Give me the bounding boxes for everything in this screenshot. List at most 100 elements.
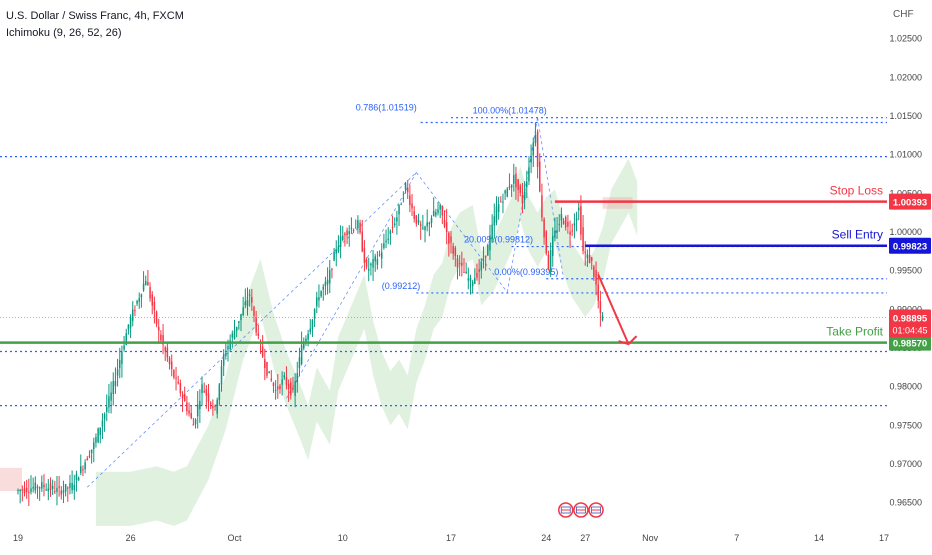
candle-body xyxy=(17,490,19,492)
candle-body xyxy=(539,161,541,192)
candle-body xyxy=(428,222,431,225)
candle-body xyxy=(227,346,229,350)
candle-body xyxy=(51,485,54,489)
candle-body xyxy=(253,306,255,316)
candle-body xyxy=(391,227,394,229)
candle-body xyxy=(233,330,236,339)
candle-countdown-text: 01:04:45 xyxy=(892,325,927,335)
candle-body xyxy=(491,224,493,240)
candle-body xyxy=(95,437,97,443)
candle-body xyxy=(212,406,214,409)
candle-body xyxy=(500,201,502,203)
candle-body xyxy=(404,183,407,190)
candle-body xyxy=(437,209,439,213)
candle-body xyxy=(593,266,595,278)
candle-body xyxy=(142,283,145,291)
candle-body xyxy=(283,375,286,378)
candle-body xyxy=(41,482,43,489)
candle-body xyxy=(422,227,424,229)
candle-body xyxy=(569,231,571,235)
candle-body xyxy=(456,258,459,268)
x-tick-label: 7 xyxy=(734,533,739,543)
candles xyxy=(17,122,604,507)
candle-body xyxy=(246,300,249,307)
candle-body xyxy=(136,300,138,304)
candle-body xyxy=(324,281,327,287)
candle-body xyxy=(452,245,454,254)
chart-legend: U.S. Dollar / Swiss Franc, 4h, FXCM Ichi… xyxy=(6,8,184,42)
candle-body xyxy=(127,324,130,330)
candle-body xyxy=(530,157,532,163)
candle-body xyxy=(186,402,188,412)
candle-body xyxy=(521,195,524,204)
candle-body xyxy=(160,334,162,341)
candle-body xyxy=(287,383,290,389)
candle-body xyxy=(458,263,461,265)
candle-body xyxy=(560,214,563,221)
candle-body xyxy=(487,245,489,256)
candle-body xyxy=(595,270,597,285)
fibonacci-levels: 0.786(1.01519) 100.00%(1.01478) 20.00%(0.9… xyxy=(356,103,887,294)
candle-body xyxy=(387,238,389,241)
candle-body xyxy=(354,227,357,229)
candle-body xyxy=(454,247,457,257)
candle-body xyxy=(77,477,80,481)
candle-body xyxy=(547,254,550,270)
y-tick-label: 0.99500 xyxy=(889,266,922,276)
candle-body xyxy=(556,230,558,233)
candle-body xyxy=(99,427,102,436)
candle-body xyxy=(279,385,281,390)
candle-body xyxy=(32,486,34,489)
candle-body xyxy=(248,294,251,296)
candle-body xyxy=(64,484,67,492)
candle-body xyxy=(588,254,591,264)
candle-body xyxy=(138,298,140,302)
candle-body xyxy=(168,357,171,365)
candle-body xyxy=(469,277,472,282)
candle-body xyxy=(463,271,465,273)
candle-body xyxy=(478,269,480,272)
candle-body xyxy=(162,335,164,345)
candle-body xyxy=(471,281,474,287)
candle-body xyxy=(84,462,86,470)
candle-body xyxy=(396,217,398,222)
candle-body xyxy=(519,185,522,193)
candle-body xyxy=(311,320,314,329)
candle-body xyxy=(218,384,221,400)
candle-body xyxy=(484,255,487,258)
candle-body xyxy=(313,309,316,319)
candle-body xyxy=(151,294,153,306)
candle-body xyxy=(331,269,333,271)
candle-body xyxy=(372,258,374,268)
candle-body xyxy=(580,206,582,235)
candle-body xyxy=(47,488,50,492)
candle-body xyxy=(131,309,134,321)
candle-body xyxy=(231,333,234,338)
stop-loss-tag-bg xyxy=(889,193,931,210)
candle-body xyxy=(513,175,515,184)
candle-body xyxy=(268,371,270,374)
ichimoku-cloud xyxy=(0,158,638,526)
candle-body xyxy=(337,246,340,252)
candle-body xyxy=(80,466,82,474)
y-tick-label: 0.98000 xyxy=(889,382,922,392)
candle-body xyxy=(346,230,348,236)
candle-body xyxy=(188,410,190,414)
cloud-bearish xyxy=(0,467,22,492)
candle-body xyxy=(573,223,576,226)
candle-body xyxy=(383,243,385,248)
candle-body xyxy=(448,232,450,244)
candle-body xyxy=(121,352,123,364)
candle-body xyxy=(277,386,279,390)
current-price-tag-bg xyxy=(889,309,931,338)
candle-body xyxy=(281,379,283,385)
candle-body xyxy=(402,197,405,199)
candle-body xyxy=(543,219,545,238)
candle-body xyxy=(333,251,335,261)
candle-body xyxy=(601,315,604,320)
candle-body xyxy=(450,236,452,243)
candle-body xyxy=(222,354,225,366)
candle-body xyxy=(147,281,149,286)
